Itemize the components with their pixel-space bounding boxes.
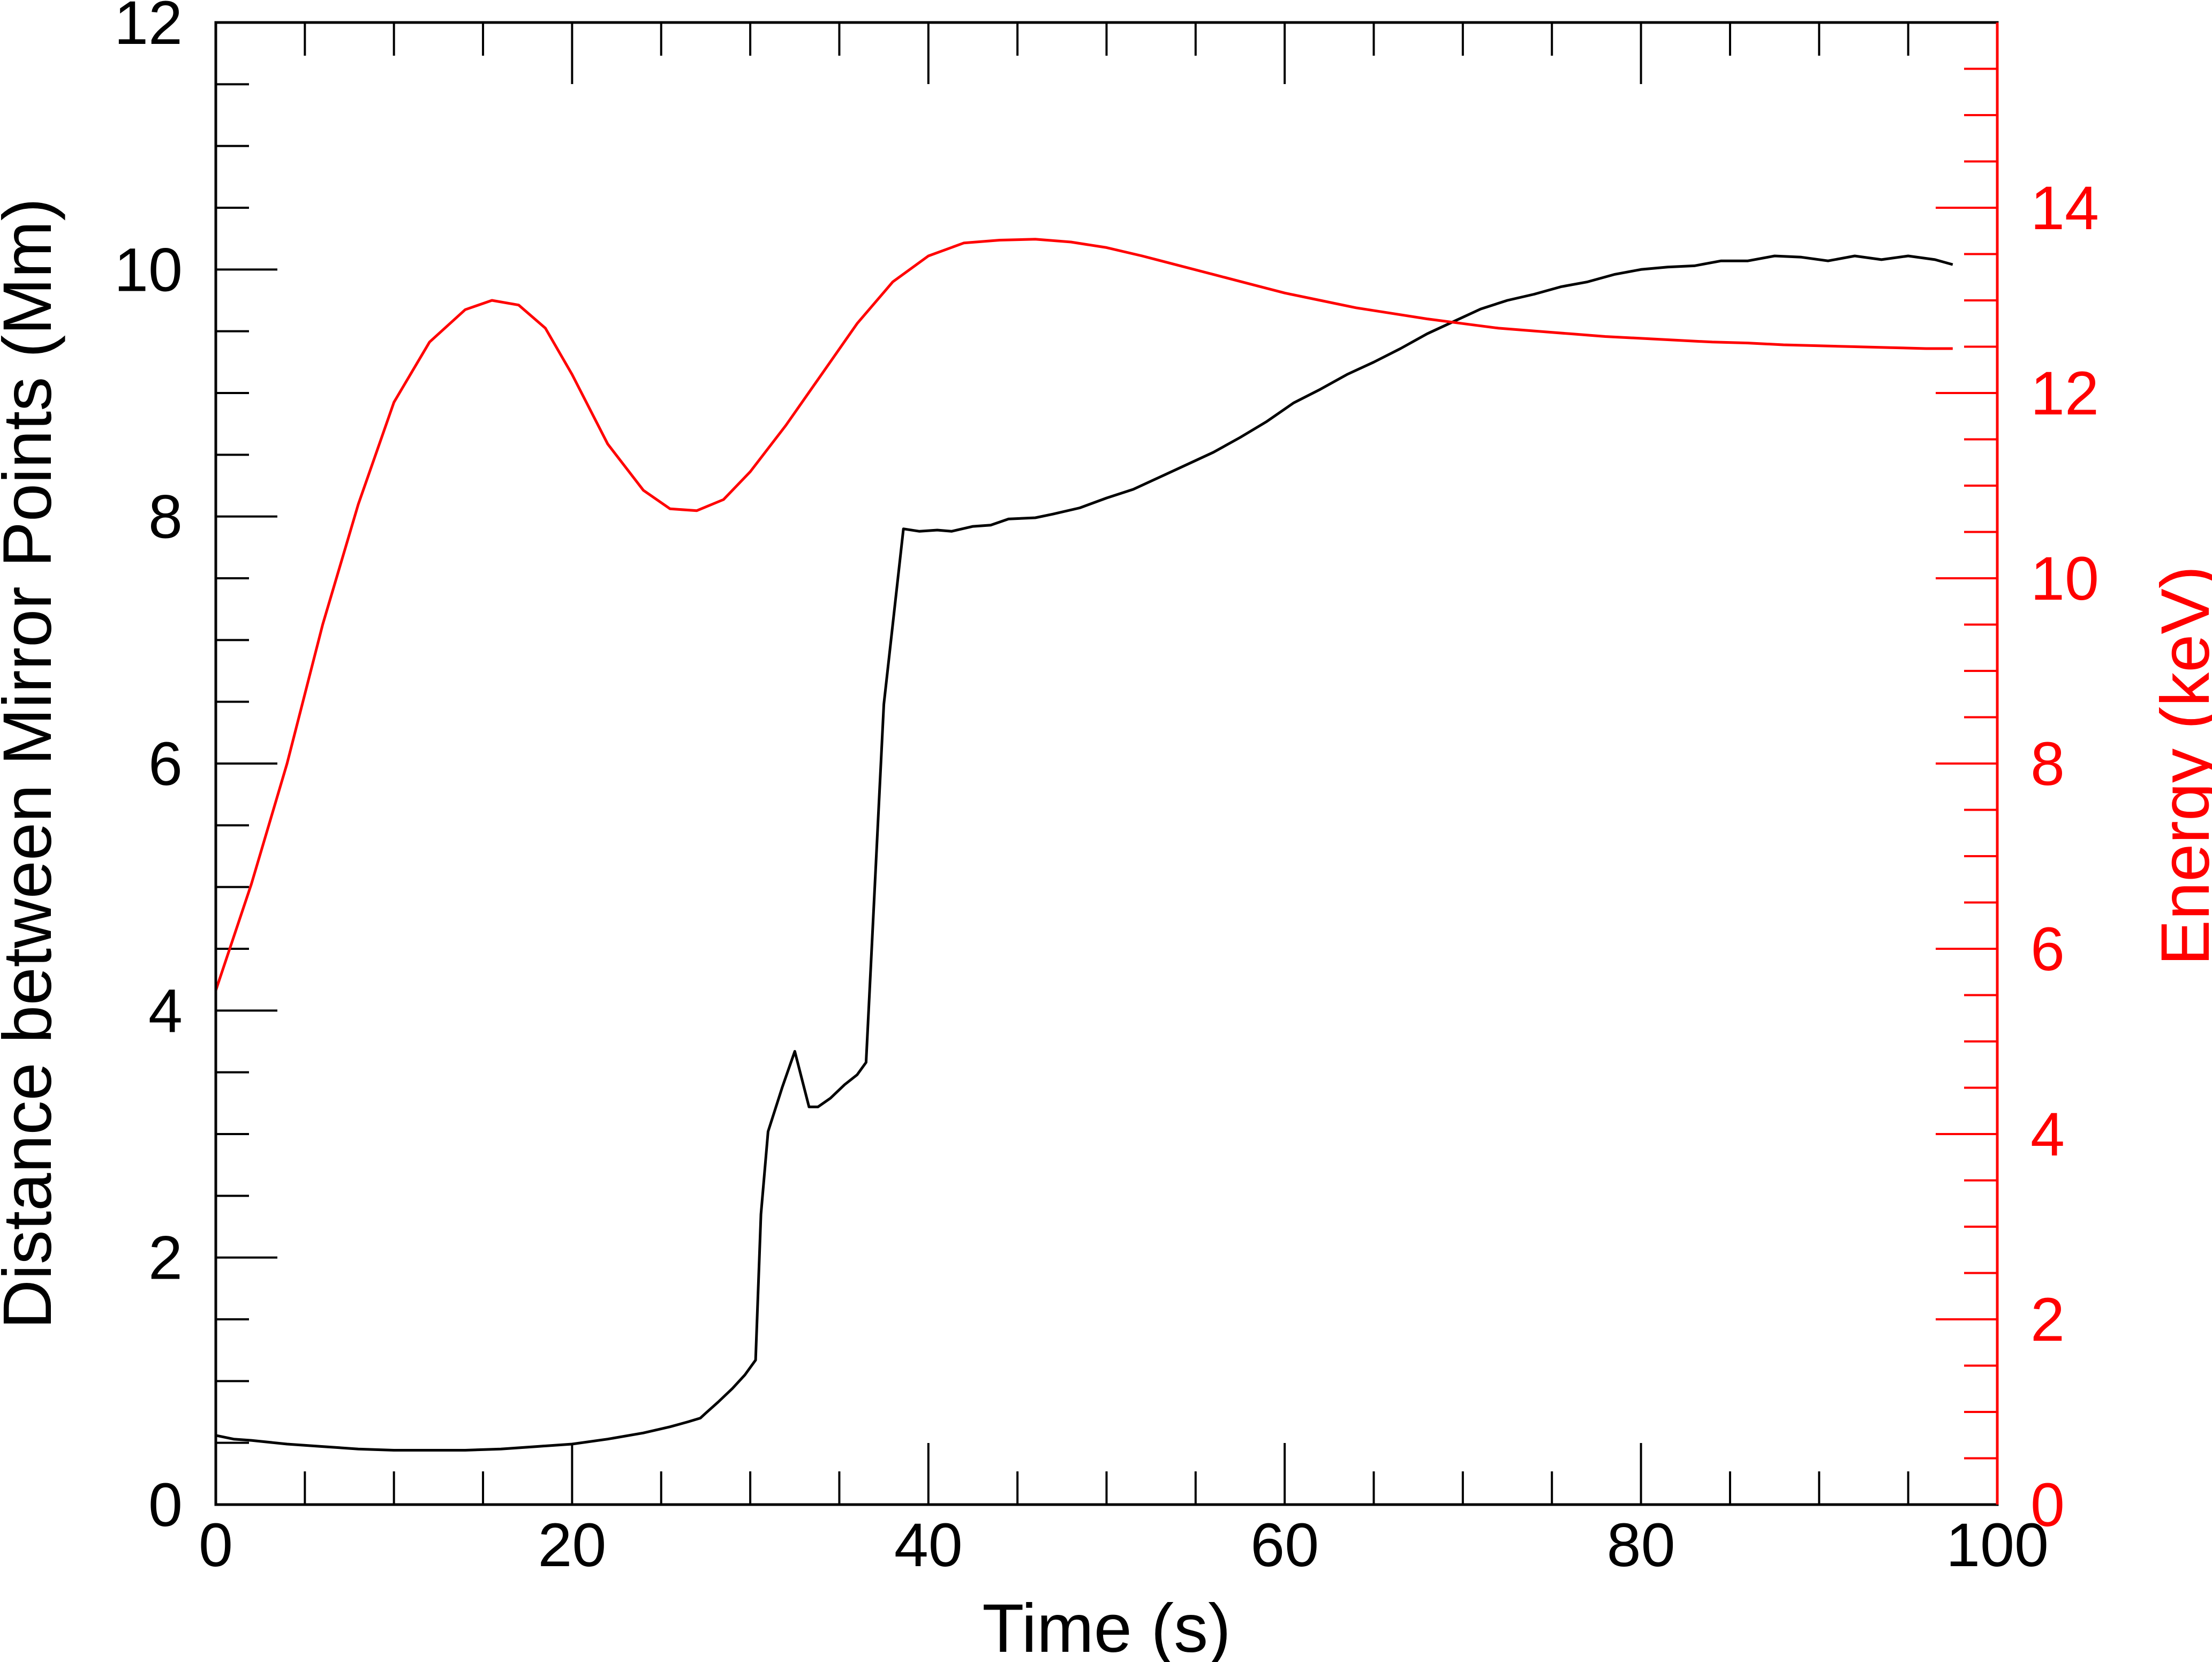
x-tick-label: 20 [538,1511,606,1580]
y-left-tick-label: 10 [114,236,183,304]
y-right-tick-label: 14 [2030,174,2099,243]
plot-lines [214,238,1953,1452]
y-left-axis-label: Distance between Mirror Points (Mm) [0,198,66,1329]
y-right-tick-label: 12 [2030,359,2099,428]
y-right-tick-label: 10 [2030,545,2099,613]
x-tick-label: 60 [1250,1511,1319,1580]
y-right-axis-label: Energy (keV) [2147,566,2212,966]
x-tick-label: 100 [1946,1511,2049,1580]
x-tick-label: 80 [1607,1511,1675,1580]
x-tick-label: 0 [199,1511,233,1580]
y-right-tick-label: 8 [2030,730,2065,798]
plot-frame [214,21,1999,1506]
axis-ticks [215,21,1998,1506]
y-right-tick-label: 2 [2030,1286,2065,1354]
y-left-tick-label: 8 [148,483,183,552]
y-left-tick-label: 2 [148,1224,183,1293]
x-axis-label: Time (s) [982,1590,1231,1662]
distance-series-line [215,254,1953,1452]
y-right-tick-label: 4 [2030,1100,2065,1169]
y-right-tick-label: 6 [2030,915,2065,984]
y-left-tick-label: 6 [148,730,183,798]
energy-series-line [214,238,1953,991]
x-tick-label: 40 [894,1511,963,1580]
y-left-tick-label: 12 [114,0,183,57]
y-left-tick-label: 0 [148,1471,183,1539]
y-right-tick-label: 0 [2030,1471,2065,1539]
y-left-tick-label: 4 [148,977,183,1045]
